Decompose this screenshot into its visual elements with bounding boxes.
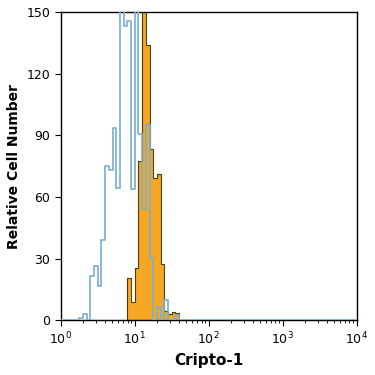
Y-axis label: Relative Cell Number: Relative Cell Number [7, 84, 21, 249]
X-axis label: Cripto-1: Cripto-1 [174, 353, 243, 368]
